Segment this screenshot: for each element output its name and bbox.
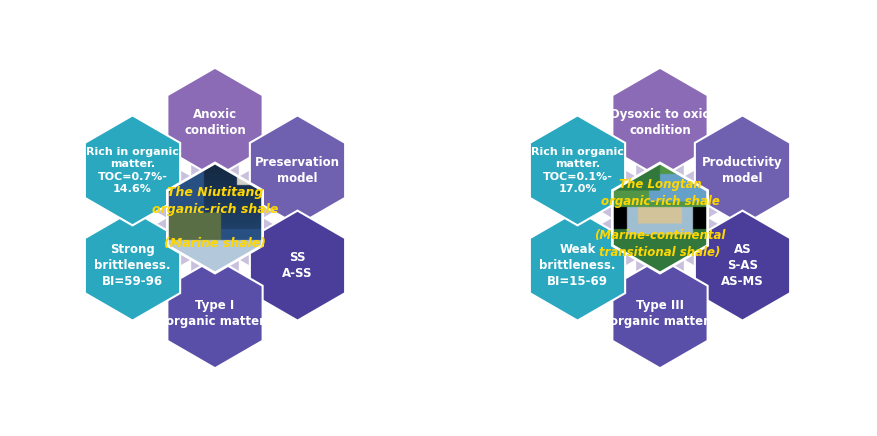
- Text: Preservation
model: Preservation model: [255, 156, 340, 185]
- Polygon shape: [595, 167, 643, 221]
- Polygon shape: [636, 238, 684, 293]
- Text: Rich in organic
matter.
TOC=0.1%-
17.0%: Rich in organic matter. TOC=0.1%- 17.0%: [531, 147, 624, 194]
- Polygon shape: [250, 116, 346, 225]
- Text: Dysoxic to oxic
condition: Dysoxic to oxic condition: [610, 108, 709, 137]
- Text: Productivity
model: Productivity model: [702, 156, 783, 185]
- Text: Weak
brittleness.
BI=15-69: Weak brittleness. BI=15-69: [539, 243, 616, 288]
- Text: Strong
brittleness.
BI=59-96: Strong brittleness. BI=59-96: [94, 243, 171, 288]
- Text: Anoxic
condition: Anoxic condition: [184, 108, 246, 137]
- Text: AS
S-AS
AS-MS: AS S-AS AS-MS: [721, 243, 764, 288]
- Polygon shape: [677, 167, 725, 221]
- Polygon shape: [612, 258, 708, 368]
- Text: Type III
organic matter: Type III organic matter: [610, 299, 709, 328]
- Text: Type I
organic matter: Type I organic matter: [166, 299, 265, 328]
- Polygon shape: [232, 215, 280, 269]
- Text: SS
A-SS: SS A-SS: [282, 251, 313, 280]
- Polygon shape: [150, 215, 197, 269]
- Text: The Longtan
organic-rich shale

(Marine-continental
transitional shale): The Longtan organic-rich shale (Marine-c…: [595, 177, 725, 259]
- Polygon shape: [85, 116, 180, 225]
- Polygon shape: [695, 211, 790, 320]
- Polygon shape: [695, 116, 790, 225]
- Polygon shape: [530, 211, 625, 320]
- Polygon shape: [677, 215, 725, 269]
- Polygon shape: [530, 116, 625, 225]
- Polygon shape: [595, 215, 643, 269]
- Polygon shape: [250, 211, 346, 320]
- Polygon shape: [232, 167, 280, 221]
- Text: Rich in organic
matter.
TOC=0.7%-
14.6%: Rich in organic matter. TOC=0.7%- 14.6%: [86, 147, 179, 194]
- Polygon shape: [636, 143, 684, 198]
- Polygon shape: [85, 211, 180, 320]
- Polygon shape: [168, 68, 262, 178]
- Polygon shape: [168, 258, 262, 368]
- Polygon shape: [191, 143, 239, 198]
- Polygon shape: [150, 167, 197, 221]
- Polygon shape: [612, 68, 708, 178]
- Text: The Niutitang
organic-rich shale

(Marine shale): The Niutitang organic-rich shale (Marine…: [152, 186, 278, 250]
- Polygon shape: [191, 238, 239, 293]
